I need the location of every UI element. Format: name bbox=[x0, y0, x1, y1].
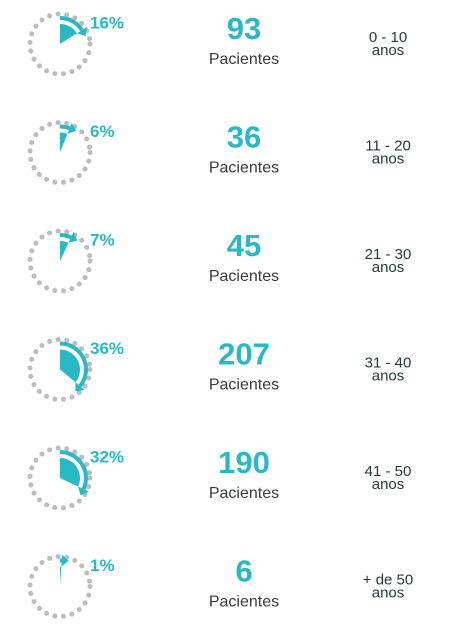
arrow-head bbox=[75, 382, 85, 392]
patient-count: 190 bbox=[218, 445, 270, 480]
arrow-head bbox=[76, 26, 88, 36]
patient-label: Pacientes bbox=[209, 594, 279, 611]
age-range: 31 - 40 bbox=[365, 354, 412, 371]
age-range: 41 - 50 bbox=[365, 463, 412, 480]
arrow-arc bbox=[59, 124, 71, 131]
patient-label: Pacientes bbox=[209, 377, 279, 394]
patient-count: 45 bbox=[227, 228, 261, 263]
patient-label: Pacientes bbox=[209, 160, 279, 177]
arrow-head bbox=[78, 486, 89, 496]
percent-label: 32% bbox=[90, 447, 124, 466]
dotted-ring bbox=[27, 554, 93, 619]
percent-label: 16% bbox=[90, 13, 124, 32]
pie-wedge bbox=[60, 132, 68, 153]
age-range: 11 - 20 bbox=[365, 137, 411, 154]
age-unit: anos bbox=[372, 476, 405, 493]
patient-count: 207 bbox=[218, 337, 270, 372]
percent-label: 6% bbox=[90, 122, 115, 141]
pie-wedge bbox=[60, 241, 69, 261]
patient-count: 36 bbox=[227, 120, 261, 155]
dotted-ring bbox=[27, 120, 93, 185]
dotted-ring bbox=[27, 11, 93, 77]
pie-wedge bbox=[60, 566, 62, 587]
age-unit: anos bbox=[372, 150, 405, 167]
patient-label: Pacientes bbox=[209, 51, 279, 68]
pie-wedge bbox=[60, 458, 81, 487]
arrow-head bbox=[67, 122, 77, 134]
arrow-head bbox=[61, 554, 69, 567]
pie-wedge bbox=[60, 349, 81, 383]
age-range: 0 - 10 bbox=[369, 29, 407, 46]
arrow-arc bbox=[59, 16, 84, 32]
arrow-head bbox=[68, 232, 78, 243]
dotted-ring bbox=[27, 445, 93, 511]
age-unit: anos bbox=[372, 42, 405, 59]
percent-label: 7% bbox=[90, 230, 115, 249]
age-range: 21 - 30 bbox=[365, 246, 412, 263]
pie-wedge bbox=[60, 24, 77, 44]
arrow-arc bbox=[59, 450, 88, 490]
patient-count: 93 bbox=[227, 11, 261, 46]
patient-label: Pacientes bbox=[209, 268, 279, 285]
arrow-arc bbox=[59, 341, 88, 388]
patient-count: 6 bbox=[235, 554, 252, 589]
age-range: + de 50 bbox=[363, 571, 413, 588]
age-unit: anos bbox=[372, 367, 405, 384]
percent-label: 1% bbox=[90, 556, 115, 575]
dotted-ring bbox=[27, 337, 93, 402]
arrow-arc bbox=[59, 233, 72, 240]
percent-label: 36% bbox=[90, 339, 124, 358]
dotted-ring bbox=[27, 228, 93, 294]
age-unit: anos bbox=[372, 584, 405, 601]
age-unit: anos bbox=[372, 259, 405, 276]
patient-label: Pacientes bbox=[209, 485, 279, 502]
